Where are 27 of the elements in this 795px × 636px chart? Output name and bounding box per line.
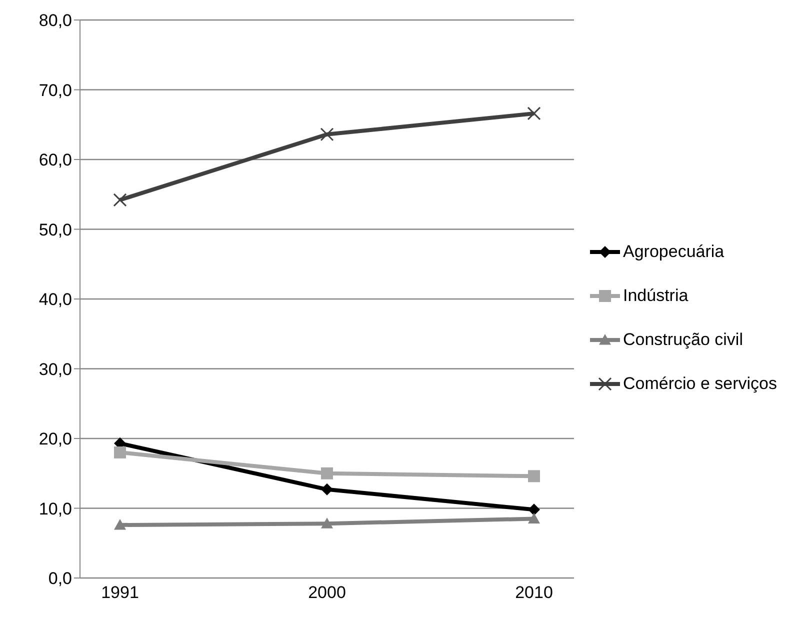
y-tick-label: 40,0: [38, 290, 72, 310]
point: [528, 470, 540, 482]
point: [321, 518, 333, 528]
point: [114, 518, 126, 530]
y-tick-label: 60,0: [38, 150, 72, 170]
point: [527, 106, 541, 120]
y-tick-label: 30,0: [38, 360, 72, 379]
y-tick-label: 50,0: [38, 220, 72, 240]
legend-label: Agropecuária: [623, 242, 724, 262]
legend-label: Construção civil: [623, 330, 743, 350]
y-tick-label: 70,0: [38, 80, 72, 100]
point: [528, 504, 540, 516]
y-tick-label: 0,0: [48, 569, 72, 588]
point: [114, 446, 126, 458]
x-tick-label: 2010: [515, 583, 553, 602]
point: [321, 483, 333, 496]
x-tick-label: 2000: [308, 583, 346, 602]
point: [320, 128, 334, 142]
point: [528, 512, 540, 524]
y-tick-label: 80,0: [38, 11, 72, 30]
y-tick-label: 20,0: [38, 430, 72, 449]
y-tick-label: 10,0: [38, 499, 72, 518]
x-tick-label: 1991: [101, 583, 139, 602]
point: [321, 467, 333, 480]
legend-label: Indústria: [623, 286, 688, 306]
point: [113, 193, 127, 207]
legend-label: Comércio e serviços: [623, 374, 777, 394]
